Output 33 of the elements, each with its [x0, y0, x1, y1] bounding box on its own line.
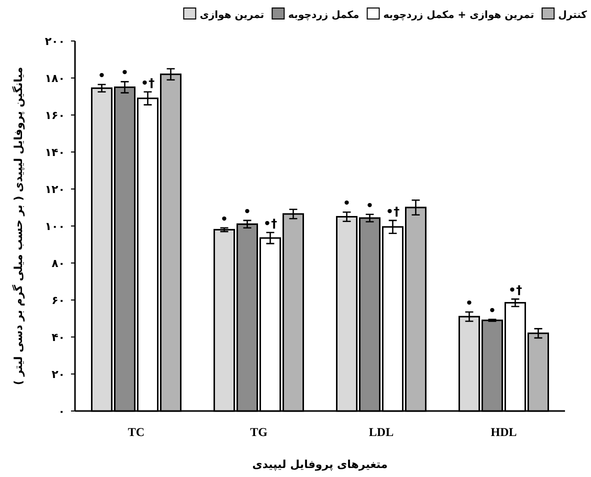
- y-tick-label: ۰: [58, 405, 65, 418]
- y-tick-label: ۱۲۰: [44, 183, 65, 196]
- data-label: •: [342, 196, 351, 210]
- x-axis-title: متغیرهای پروفایل لیپیدی: [252, 458, 388, 471]
- data-label: •†: [140, 76, 155, 90]
- legend-label: تمرین هوازی + مکمل زردچوبه: [383, 10, 534, 21]
- x-tick-label: TC: [128, 425, 145, 439]
- data-label: •: [488, 303, 496, 318]
- data-label: •: [243, 204, 252, 218]
- y-tick-label: ۲۰: [52, 368, 65, 381]
- x-tick-label: TG: [250, 425, 268, 439]
- data-label: •: [98, 68, 106, 82]
- data-label: •†: [386, 204, 400, 218]
- legend-label: مکمل زردچوبه: [288, 10, 360, 21]
- y-tick-label: ۸۰: [52, 257, 65, 270]
- legend-label: تمرین هوازی: [200, 10, 264, 21]
- y-tick-label: ۱۰۰: [44, 220, 65, 233]
- data-label: •: [366, 198, 374, 212]
- y-tick-label: ۱۴۰: [44, 146, 65, 159]
- y-tick-label: ۱۶۰: [44, 109, 65, 122]
- x-tick-label: LDL: [368, 425, 394, 439]
- legend-label: کنترل: [558, 10, 588, 21]
- y-axis-title: میانگین پروفایل لیپیدی ( بر حسب میلی گرم بر دسی لیتر ): [12, 66, 25, 386]
- data-label: •: [465, 296, 474, 310]
- data-label: •†: [263, 216, 278, 230]
- x-tick-label: HDL: [490, 425, 517, 439]
- data-label: •: [220, 212, 228, 226]
- y-tick-label: ۴۰: [52, 331, 65, 344]
- y-tick-label: ۶۰: [52, 294, 65, 307]
- y-tick-label: ۱۸۰: [44, 72, 65, 85]
- data-label: •: [120, 66, 129, 80]
- data-label: •†: [508, 283, 522, 298]
- y-tick-label: ۲۰۰: [44, 35, 65, 48]
